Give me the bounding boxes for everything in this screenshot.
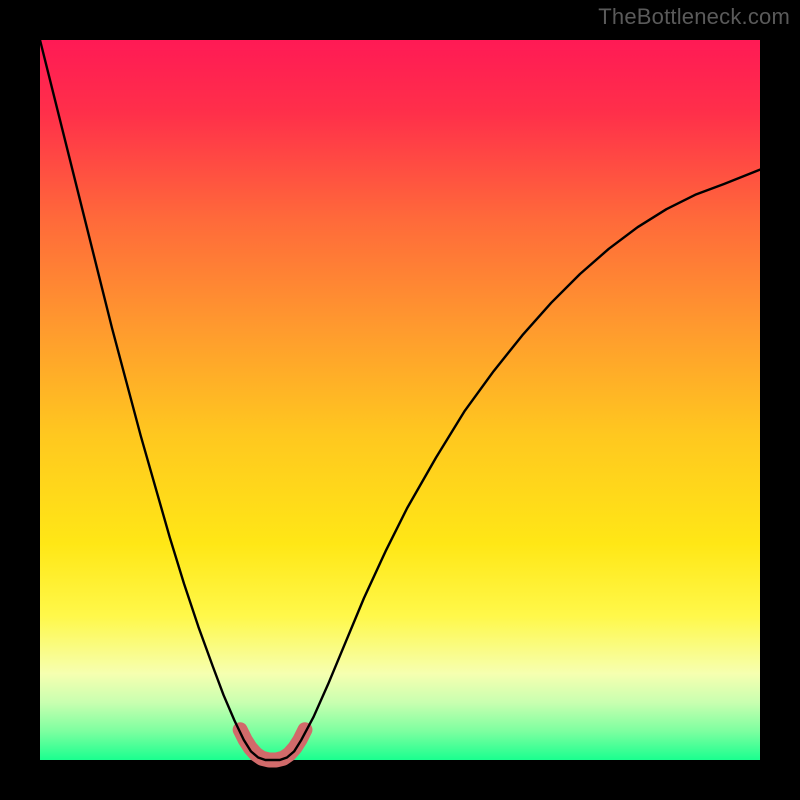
- watermark-text: TheBottleneck.com: [598, 4, 790, 30]
- plot-background: [40, 40, 760, 760]
- chart-stage: TheBottleneck.com: [0, 0, 800, 800]
- bottleneck-chart: [0, 0, 800, 800]
